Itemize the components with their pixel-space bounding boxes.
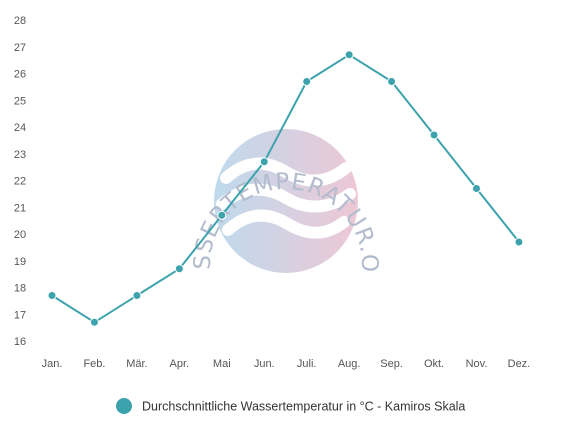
y-axis: 16 17 18 19 20 21 22 23 24 25 26 27 28	[14, 15, 26, 348]
y-tick-label: 24	[14, 122, 26, 134]
legend-marker[interactable]	[116, 398, 132, 414]
y-tick-label: 18	[14, 283, 26, 295]
data-point-dez[interactable]	[514, 237, 524, 247]
x-tick-label: Jun.	[254, 358, 275, 370]
x-tick-label: Dez.	[508, 358, 531, 370]
data-point-apr[interactable]	[174, 264, 184, 274]
series-layer	[47, 50, 524, 327]
y-tick-label: 25	[14, 95, 26, 107]
data-point-jan[interactable]	[47, 291, 57, 301]
x-tick-label: Mai	[213, 358, 231, 370]
data-point-mai[interactable]	[217, 210, 227, 220]
legend[interactable]: Durchschnittliche Wassertemperatur in °C…	[116, 398, 465, 414]
watermark-waves-icon	[216, 157, 356, 239]
data-point-nov[interactable]	[472, 184, 481, 194]
y-tick-label: 17	[14, 309, 26, 321]
x-tick-label: Okt.	[424, 358, 444, 370]
x-tick-label: Mär.	[126, 358, 147, 370]
data-point-aug[interactable]	[344, 50, 354, 60]
data-point-feb[interactable]	[89, 317, 99, 327]
x-tick-label: Aug.	[338, 358, 361, 370]
data-point-juli[interactable]	[302, 77, 312, 87]
legend-label[interactable]: Durchschnittliche Wassertemperatur in °C…	[142, 400, 465, 414]
data-point-sep[interactable]	[387, 77, 397, 87]
x-tick-label: Nov.	[466, 358, 488, 370]
x-tick-label: Sep.	[380, 358, 403, 370]
y-tick-label: 26	[14, 69, 26, 81]
y-tick-label: 23	[14, 149, 26, 161]
series-line	[51, 53, 520, 324]
y-tick-label: 19	[14, 256, 26, 268]
x-tick-label: Feb.	[83, 358, 105, 370]
y-tick-label: 28	[14, 15, 26, 27]
y-tick-label: 27	[14, 42, 26, 54]
x-tick-label: Jan.	[42, 358, 63, 370]
data-point-okt[interactable]	[429, 130, 439, 140]
y-tick-label: 16	[14, 336, 26, 348]
data-point-jun[interactable]	[259, 157, 269, 167]
x-tick-label: Apr.	[170, 358, 190, 370]
watermark-logo: WASSERTEMPERATUR.ORG	[0, 0, 381, 273]
x-tick-label: Juli.	[297, 358, 317, 370]
y-tick-label: 22	[14, 176, 26, 188]
y-tick-label: 21	[14, 202, 26, 214]
x-axis: Jan. Feb. Mär. Apr. Mai Jun. Juli. Aug. Sep. Okt.…	[42, 358, 531, 370]
y-tick-label: 20	[14, 229, 26, 241]
data-point-mär[interactable]	[132, 291, 142, 301]
